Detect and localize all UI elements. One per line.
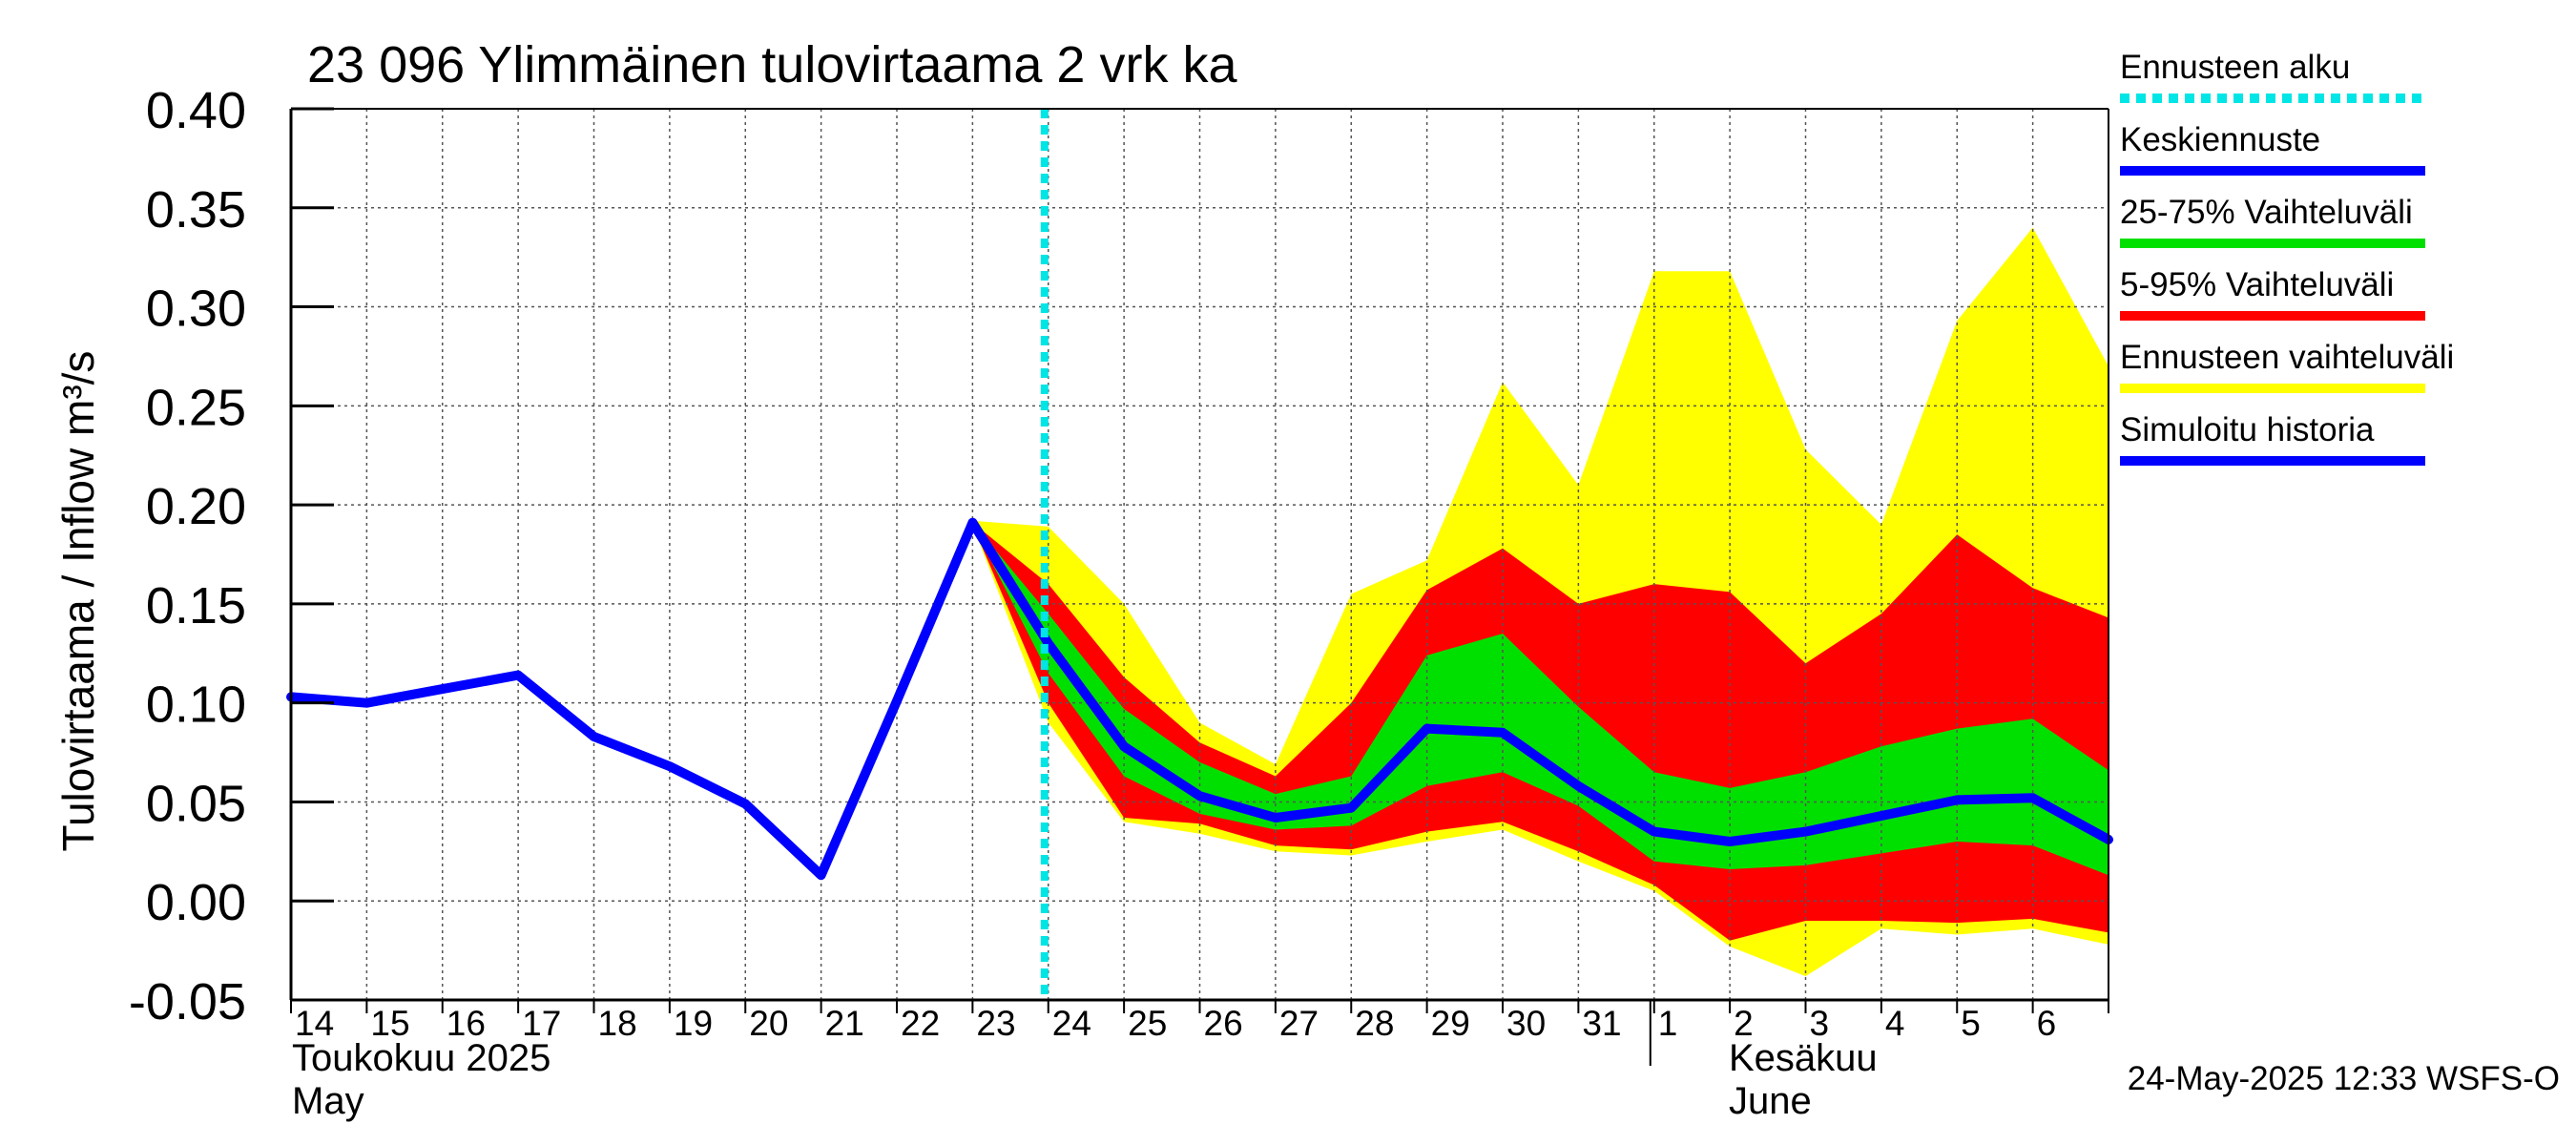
x-tick-label: 18 <box>598 1004 637 1043</box>
x-tick-label: 4 <box>1885 1004 1905 1043</box>
x-tick-label: 19 <box>674 1004 713 1043</box>
legend-label: Ennusteen vaihteluväli <box>2120 339 2454 376</box>
x-tick-label: 16 <box>447 1004 486 1043</box>
x-tick-label: 21 <box>825 1004 864 1043</box>
y-tick-label: 0.30 <box>146 281 246 338</box>
legend-label: Simuloitu historia <box>2120 411 2375 448</box>
chart-title: 23 096 Ylimmäinen tulovirtaama 2 vrk ka <box>307 36 1237 94</box>
x-tick-label: 30 <box>1506 1004 1546 1043</box>
legend-label: Keskiennuste <box>2120 121 2320 158</box>
legend: Ennusteen alku Keskiennuste 25-75% Vaihtel… <box>2120 49 2454 466</box>
month-label-june-en: June <box>1729 1080 1812 1122</box>
x-tick-label: 29 <box>1431 1004 1470 1043</box>
y-axis: 0.40 0.35 0.30 0.25 0.20 0.15 0.10 0.05 0.00 -0.0… <box>129 82 334 1030</box>
band-25-75 <box>972 522 2109 876</box>
y-axis-label: Tulovirtaama / Inflow m³/s <box>53 351 103 852</box>
y-tick-label: 0.40 <box>146 82 246 139</box>
x-axis: 14 15 16 17 18 19 20 21 22 23 24 25 26 27 28 29 30 31 1 2 3 4… <box>290 1000 2109 1066</box>
legend-label: 5-95% Vaihteluväli <box>2120 266 2394 303</box>
month-label-may-en: May <box>292 1080 364 1122</box>
legend-label: 25-75% Vaihteluväli <box>2120 194 2413 231</box>
y-tick-label: 0.15 <box>146 577 246 635</box>
series-median-forecast <box>967 517 2113 846</box>
x-tick-label: 27 <box>1279 1004 1319 1043</box>
y-tick-label: -0.05 <box>129 973 246 1030</box>
series-simulated-history <box>286 517 978 881</box>
x-tick-label: 1 <box>1658 1004 1678 1043</box>
x-tick-label: 3 <box>1810 1004 1830 1043</box>
x-tick-label: 17 <box>522 1004 561 1043</box>
y-tick-label: 0.20 <box>146 478 246 535</box>
y-tick-label: 0.00 <box>146 874 246 931</box>
x-tick-label: 28 <box>1355 1004 1394 1043</box>
x-tick-label: 22 <box>901 1004 940 1043</box>
x-tick-label: 6 <box>2037 1004 2057 1043</box>
x-tick-label: 31 <box>1582 1004 1621 1043</box>
y-tick-label: 0.35 <box>146 181 246 239</box>
y-tick-label: 0.10 <box>146 677 246 734</box>
x-tick-label: 23 <box>976 1004 1015 1043</box>
y-tick-label: 0.25 <box>146 379 246 436</box>
month-label-june-fi: Kesäkuu <box>1729 1037 1878 1079</box>
x-tick-label: 20 <box>749 1004 788 1043</box>
legend-label: Ennusteen alku <box>2120 49 2350 86</box>
footer-timestamp: 24-May-2025 12:33 WSFS-O <box>2128 1060 2560 1097</box>
x-tick-label: 15 <box>370 1004 409 1043</box>
month-label-may-fi: Toukokuu 2025 <box>292 1037 551 1079</box>
x-tick-label: 26 <box>1204 1004 1243 1043</box>
x-tick-label: 25 <box>1128 1004 1167 1043</box>
y-tick-label: 0.05 <box>146 775 246 832</box>
x-tick-label: 24 <box>1052 1004 1091 1043</box>
x-tick-label: 5 <box>1961 1004 1981 1043</box>
x-tick-label: 14 <box>295 1004 334 1043</box>
x-tick-label: 2 <box>1734 1004 1754 1043</box>
